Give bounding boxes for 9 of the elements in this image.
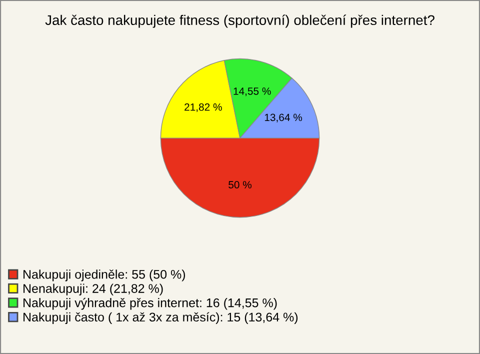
legend-label: Nakupuji ojediněle: 55 (50 %) [24,270,186,282]
legend-label: Nakupuji často ( 1x až 3x za měsíc): 15 (13,64 %) [24,312,298,324]
legend-label: Nakupuji výhradně přes internet: 16 (14,55 %) [24,298,277,310]
data-label: 50 % [228,181,252,188]
chart-title: Jak často nakupujete fitness (sportovní) oblečení přes internet? [45,14,434,28]
data-label: 14,55 % [234,88,271,96]
data-label: 13,64 % [264,114,302,122]
legend-label: Nenakupuji: 24 (21,82 %) [24,284,163,296]
data-label: 21,82 % [184,103,222,112]
